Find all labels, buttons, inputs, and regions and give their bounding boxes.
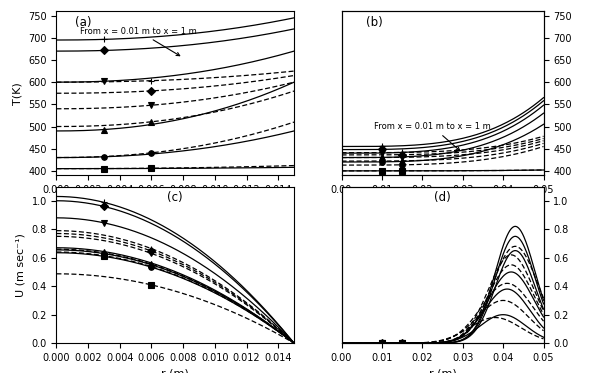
Text: (b): (b) — [366, 16, 383, 29]
X-axis label: r (m): r (m) — [162, 369, 189, 373]
X-axis label: r (m): r (m) — [429, 369, 456, 373]
Text: (d): (d) — [434, 191, 451, 204]
Text: From x = 0.01 m to x = 1 m: From x = 0.01 m to x = 1 m — [80, 26, 197, 56]
Text: (c): (c) — [168, 191, 183, 204]
Y-axis label: U (m sec⁻¹): U (m sec⁻¹) — [16, 233, 26, 297]
Text: (a): (a) — [75, 16, 92, 29]
Y-axis label: T(K): T(K) — [12, 82, 23, 104]
Text: From x = 0.01 m to x = 1 m: From x = 0.01 m to x = 1 m — [374, 122, 491, 150]
